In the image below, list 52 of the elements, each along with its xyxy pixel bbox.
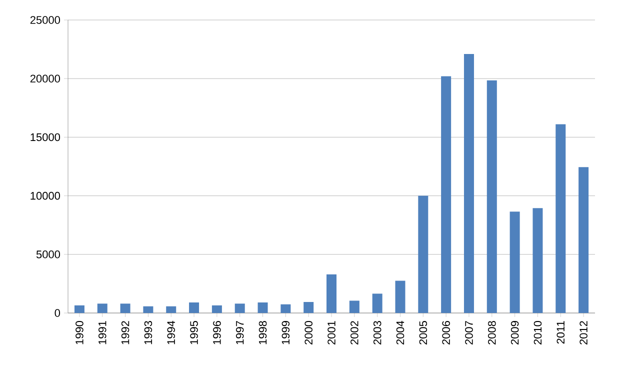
x-tick-label: 1995 (190, 321, 198, 344)
x-tick-label: 2001 (328, 321, 336, 344)
bar (304, 302, 314, 313)
bar (120, 304, 130, 313)
y-tick-label: 25000 (30, 16, 60, 24)
x-tick-label: 2012 (580, 321, 588, 344)
bar (418, 196, 428, 313)
x-tick-label: 2006 (442, 321, 450, 344)
bar (532, 208, 543, 313)
bar (189, 302, 200, 313)
x-tick-label: 2008 (488, 321, 496, 344)
x-tick-label: 1997 (236, 321, 244, 344)
x-tick-label: 1991 (98, 321, 106, 344)
y-tick-label: 15000 (30, 133, 60, 142)
bar (464, 54, 474, 313)
y-tick-label: 0 (54, 309, 60, 317)
bar (74, 305, 84, 313)
x-tick-label: 2011 (556, 321, 565, 344)
bar (97, 304, 108, 313)
x-tick-label: 2010 (534, 320, 542, 344)
x-tick-label: 1990 (76, 320, 84, 344)
y-tick-label: 10000 (30, 192, 60, 200)
bar (578, 167, 589, 313)
bar (395, 280, 406, 313)
bar (441, 76, 452, 313)
bar (349, 300, 360, 313)
bar (556, 124, 566, 313)
bar (486, 80, 497, 313)
x-tick-label: 2004 (396, 320, 404, 344)
bar (326, 274, 337, 313)
x-tick-label: 1992 (121, 321, 130, 344)
x-tick-label: 2003 (373, 321, 382, 344)
bar (143, 306, 154, 313)
x-tick-label: 1998 (258, 321, 267, 344)
x-tick-label: 2002 (350, 321, 358, 344)
x-tick-label: 1994 (167, 320, 176, 344)
bar (372, 294, 382, 313)
x-tick-label: 1999 (282, 321, 290, 344)
y-tick-label: 5000 (36, 250, 60, 258)
x-tick-label: 1993 (144, 321, 152, 344)
x-tick-label: 1996 (213, 321, 221, 344)
bar (258, 302, 268, 313)
x-tick-label: 2005 (419, 321, 428, 344)
x-tick-label: 2000 (304, 320, 312, 344)
bar (234, 304, 245, 313)
x-tick-label: 2009 (510, 321, 519, 344)
bar (212, 305, 222, 313)
bar (280, 304, 291, 313)
bar (166, 306, 176, 313)
bar (510, 212, 520, 313)
y-tick-label: 20000 (30, 74, 60, 82)
x-tick-label: 2007 (465, 321, 473, 344)
